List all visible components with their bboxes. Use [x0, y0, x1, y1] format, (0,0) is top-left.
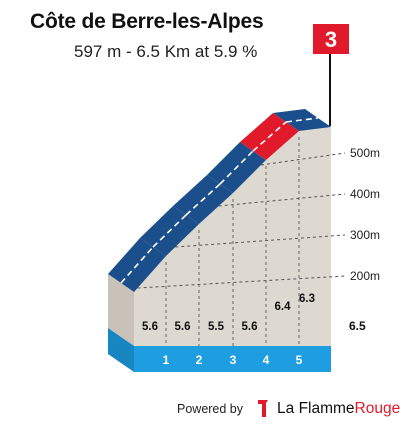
footer: Powered by La Flamme Rouge	[177, 398, 400, 420]
gradient-segment	[273, 109, 331, 131]
km-marker: 1	[163, 353, 170, 367]
gradient-label: 5.6	[175, 321, 191, 333]
gradient-label: 5.5	[208, 321, 225, 333]
gradient-label: 6.3	[299, 293, 315, 305]
road-centerline	[252, 121, 287, 152]
climb-title: Côte de Berre-les-Alpes	[30, 10, 264, 33]
road-centerline	[152, 214, 187, 248]
profile-side-face	[108, 274, 134, 346]
elevation-tick-label: 300m	[350, 228, 380, 242]
brand-name-accent: Rouge	[354, 400, 401, 417]
elevation-tick-label: 400m	[350, 187, 380, 201]
total-distance-label: 6.5	[349, 319, 366, 333]
km-band	[134, 346, 331, 372]
elevation-tick-label: 500m	[350, 146, 380, 160]
road-centerline	[219, 150, 254, 185]
elevation-gridline	[175, 234, 346, 248]
gradient-label: 6.4	[275, 301, 292, 313]
road-centerline	[120, 246, 154, 284]
km-marker: 3	[230, 353, 237, 367]
brand-name: La Flamme	[277, 400, 355, 417]
road-centerline	[185, 183, 221, 216]
climb-summary: 597 m - 6.5 Km at 5.9 %	[74, 42, 258, 61]
km-marker: 5	[296, 353, 303, 367]
elevation-gridline	[137, 275, 346, 289]
flame-logo-icon	[258, 400, 269, 417]
elevation-tick-label: 200m	[350, 269, 380, 283]
km-band-side	[108, 328, 134, 372]
elevation-gridline	[260, 152, 346, 166]
climb-profile-chart: 3 200m 300m 400m 500m 5.6 5.6 5.5 5.6 6.4 6.3 1 2 3…	[108, 24, 380, 372]
category-flag	[313, 24, 349, 54]
km-marker: 4	[263, 353, 270, 367]
road-centerline	[285, 117, 319, 123]
gradient-label: 5.6	[142, 321, 158, 333]
category-label: 3	[325, 27, 337, 52]
gradient-label: 5.6	[242, 321, 258, 333]
km-marker: 2	[196, 353, 203, 367]
powered-by-text: Powered by	[177, 402, 244, 416]
